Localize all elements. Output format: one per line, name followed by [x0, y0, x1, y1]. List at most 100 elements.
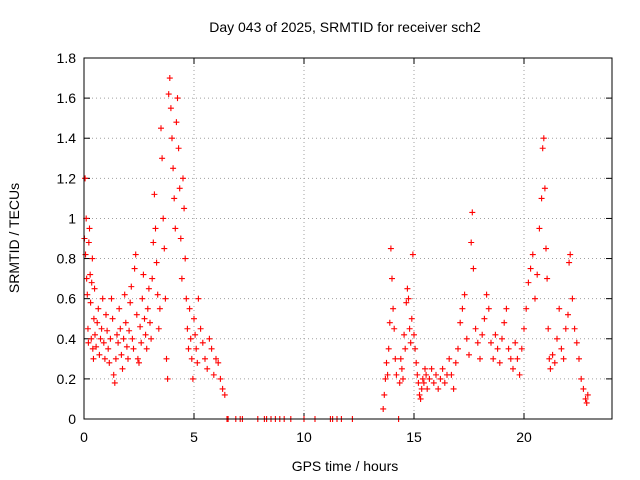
data-point: [414, 371, 421, 378]
data-point: [418, 385, 425, 392]
data-point: [125, 355, 131, 362]
data-point: [199, 339, 206, 346]
data-point: [108, 295, 115, 302]
data-point: [153, 259, 160, 266]
data-point: [402, 345, 409, 352]
y-tick-label: 0.2: [57, 371, 77, 387]
data-point: [160, 215, 167, 222]
data-point: [110, 371, 117, 378]
y-tick-label: 0.6: [57, 291, 77, 307]
data-point: [547, 365, 554, 372]
data-point: [562, 325, 569, 332]
data-point: [423, 371, 430, 378]
data-point: [412, 345, 419, 352]
data-point: [494, 345, 501, 352]
data-point: [468, 239, 475, 246]
data-point: [137, 323, 144, 330]
data-point: [142, 331, 149, 338]
data-point: [380, 405, 387, 412]
data-point: [492, 331, 499, 338]
data-point: [580, 385, 587, 392]
data-point: [483, 291, 490, 298]
data-point: [112, 355, 119, 362]
data-point: [416, 391, 423, 398]
data-point: [180, 175, 186, 182]
data-point: [556, 305, 563, 312]
data-point: [120, 335, 127, 342]
data-point: [172, 225, 179, 232]
data-point: [143, 345, 150, 352]
data-point: [540, 135, 547, 142]
data-point: [382, 375, 389, 382]
data-point: [139, 295, 146, 302]
data-point: [167, 105, 174, 112]
y-tick-label: 1.6: [57, 90, 77, 106]
data-point: [383, 359, 390, 366]
data-point: [584, 391, 591, 398]
data-point: [469, 209, 476, 216]
data-point: [470, 265, 477, 272]
data-point: [507, 355, 514, 362]
data-point: [405, 295, 412, 302]
data-point: [415, 379, 422, 386]
data-point: [97, 335, 104, 342]
data-point: [576, 355, 582, 362]
data-point: [426, 375, 433, 382]
data-point: [87, 271, 94, 278]
data-point: [393, 371, 400, 378]
data-point: [193, 345, 200, 352]
data-point: [114, 331, 120, 338]
data-point: [419, 375, 426, 382]
data-point: [130, 345, 137, 352]
data-point: [109, 315, 116, 322]
data-point: [401, 331, 408, 338]
data-point: [403, 299, 410, 306]
data-point: [84, 325, 91, 332]
data-point: [166, 75, 173, 82]
data-point: [215, 359, 222, 366]
data-point: [397, 355, 404, 362]
data-point: [176, 185, 183, 192]
data-point: [525, 279, 532, 286]
data-point: [148, 335, 155, 342]
data-point: [430, 379, 437, 386]
data-point: [554, 335, 560, 342]
data-point: [107, 335, 114, 342]
x-axis-label: GPS time / hours: [292, 458, 399, 474]
data-point: [183, 295, 190, 302]
data-point: [119, 365, 126, 372]
data-point: [569, 295, 576, 302]
data-point: [448, 371, 455, 378]
data-point: [129, 335, 136, 342]
data-point: [128, 283, 135, 290]
data-point: [417, 395, 424, 402]
data-point: [94, 319, 101, 326]
data-point: [219, 385, 226, 392]
data-point: [144, 305, 151, 312]
data-point: [466, 351, 472, 358]
data-point: [406, 325, 413, 332]
data-point: [191, 315, 197, 322]
data-point: [202, 355, 208, 362]
data-point: [204, 365, 211, 372]
data-point: [188, 355, 195, 362]
data-point: [549, 351, 556, 358]
data-point: [194, 359, 201, 366]
data-point: [485, 305, 492, 312]
data-point: [154, 291, 161, 298]
data-point: [181, 205, 188, 212]
data-point: [441, 379, 448, 386]
data-point: [138, 339, 145, 346]
x-tick-label: 0: [80, 429, 88, 445]
data-point: [182, 255, 189, 262]
data-point: [505, 345, 512, 352]
data-point: [184, 325, 191, 332]
data-point: [158, 125, 164, 132]
data-point: [512, 339, 519, 346]
data-point: [106, 359, 113, 366]
data-point: [186, 305, 193, 312]
data-point: [104, 327, 111, 334]
data-point: [518, 345, 525, 352]
data-point: [96, 351, 103, 358]
data-point: [391, 325, 398, 332]
